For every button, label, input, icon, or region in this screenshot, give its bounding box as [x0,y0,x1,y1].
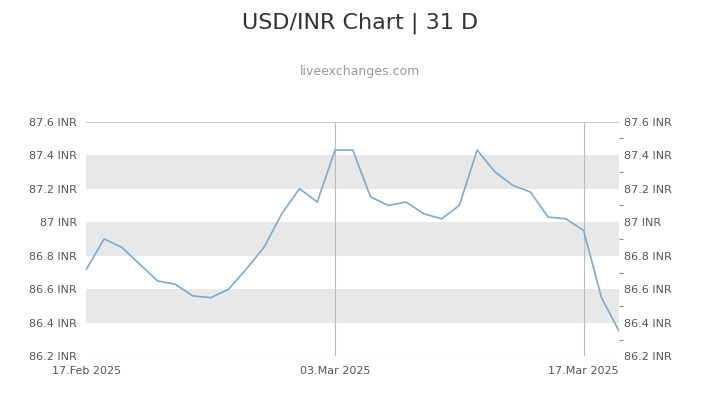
Text: USD/INR Chart | 31 D: USD/INR Chart | 31 D [242,12,478,34]
Bar [86,289,619,323]
Bar [86,155,619,189]
Bar [86,222,619,256]
Text: liveexchanges.com: liveexchanges.com [300,65,420,78]
